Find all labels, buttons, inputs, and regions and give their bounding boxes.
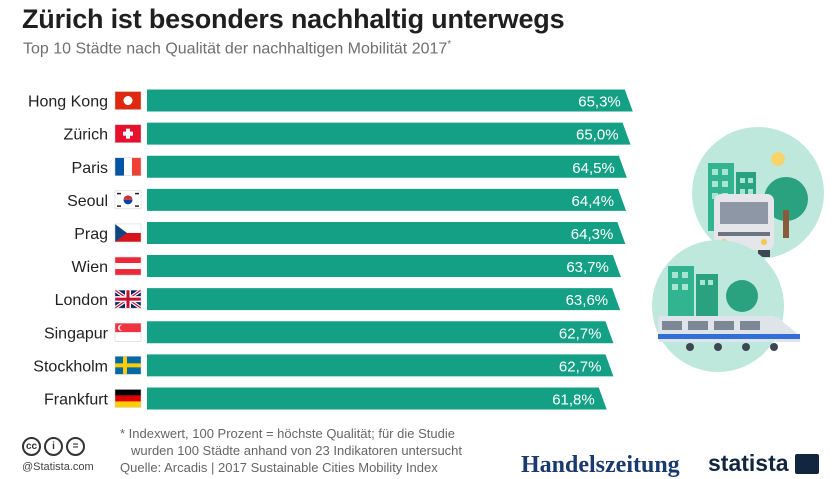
value-label: 63,7% <box>566 259 609 276</box>
bar <box>147 255 621 278</box>
bar-row: Hong Kong 65,3% <box>28 89 633 112</box>
category-label: Seoul <box>67 193 108 210</box>
value-label: 65,0% <box>576 127 619 144</box>
handelszeitung-logo: Handelszeitung <box>521 452 680 478</box>
bar-row: London 63,6% <box>55 288 621 311</box>
bars-group: Hong Kong 65,3% Zürich 65,0% Paris 64,5% Seoul… <box>28 89 633 410</box>
sweden-flag <box>114 356 142 375</box>
category-label: Hong Kong <box>28 94 108 111</box>
switzerland-flag <box>114 124 142 143</box>
creative-commons-icon: cc <box>22 437 41 456</box>
bar <box>147 155 627 178</box>
statista-credit: @Statista.com <box>22 461 94 473</box>
chart-title: Zürich ist besonders nachhaltig unterweg… <box>22 4 565 34</box>
bus-illustration-icon <box>692 127 824 259</box>
subtitle-footnote-mark: * <box>447 39 452 50</box>
value-label: 64,4% <box>572 193 615 210</box>
czech-flag <box>114 223 142 243</box>
no-derivatives-icon: = <box>66 437 85 456</box>
chart-subtitle: Top 10 Städte nach Qualität der nachhalt… <box>23 39 452 58</box>
category-label: Wien <box>72 259 108 276</box>
bar <box>147 89 633 112</box>
bar-row: Seoul 64,4% <box>67 188 627 211</box>
category-label: Stockholm <box>33 358 108 375</box>
bar <box>147 221 626 244</box>
statista-logo: statista <box>708 450 789 476</box>
value-label: 64,3% <box>571 226 614 243</box>
source-text: Quelle: Arcadis | 2017 Sustainable Citie… <box>120 460 438 475</box>
footnote: * Indexwert, 100 Prozent = höchste Quali… <box>120 425 462 459</box>
austria-flag <box>114 256 142 276</box>
germany-flag <box>114 389 142 408</box>
statista-logo-icon <box>795 454 819 474</box>
france-flag <box>114 157 142 176</box>
category-label: Zürich <box>64 127 108 144</box>
bar <box>147 188 627 211</box>
license-icons: cc i = <box>22 437 85 456</box>
train-illustration-icon <box>652 240 800 372</box>
south-korea-flag <box>114 190 142 210</box>
attribution-icon: i <box>44 437 63 456</box>
bar-row: Frankfurt 61,8% <box>44 387 607 410</box>
value-label: 62,7% <box>559 325 602 342</box>
bar-row: Paris 64,5% <box>72 155 627 178</box>
singapore-flag <box>114 323 142 342</box>
bar-row: Prag 64,3% <box>74 221 626 244</box>
category-label: Paris <box>72 160 108 177</box>
value-label: 65,3% <box>578 94 621 111</box>
uk-flag <box>114 288 142 310</box>
bar <box>147 321 614 344</box>
bar <box>147 288 621 311</box>
hong-kong-flag <box>114 91 142 110</box>
value-label: 62,7% <box>559 358 602 375</box>
bar <box>147 122 631 145</box>
bar-row: Singapur 62,7% <box>44 321 614 344</box>
category-label: Singapur <box>44 325 109 342</box>
bar <box>147 387 607 410</box>
category-label: Prag <box>74 226 108 243</box>
bar-row: Wien 63,7% <box>72 255 621 278</box>
value-label: 64,5% <box>572 160 615 177</box>
footnote-line-1: * Indexwert, 100 Prozent = höchste Quali… <box>120 426 455 441</box>
footnote-line-2: wurden 100 Städte anhand von 23 Indikato… <box>131 443 463 458</box>
category-label: London <box>55 292 108 309</box>
bar-row: Stockholm 62,7% <box>33 354 614 377</box>
bar-row: Zürich 65,0% <box>64 122 631 145</box>
value-label: 61,8% <box>552 391 595 408</box>
category-label: Frankfurt <box>44 391 109 408</box>
bar <box>147 354 614 377</box>
value-label: 63,6% <box>566 292 609 309</box>
